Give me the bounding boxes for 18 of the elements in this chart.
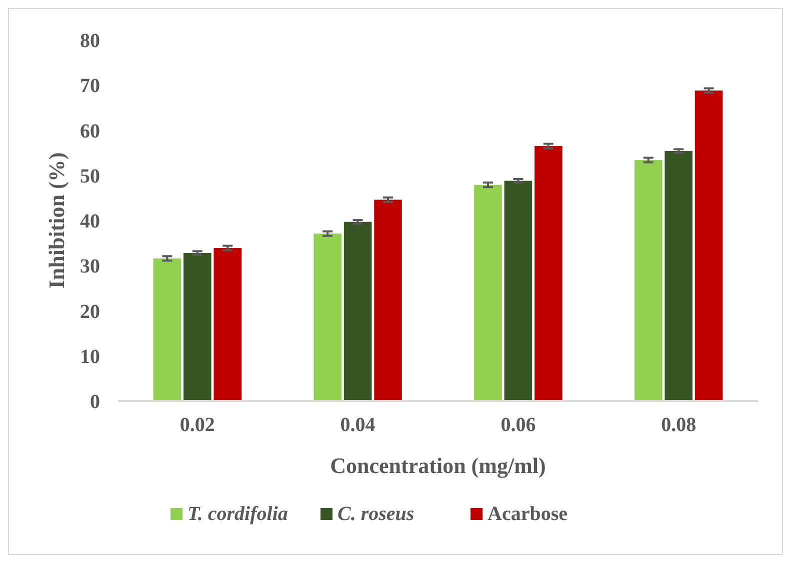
- y-tick-label: 20: [80, 300, 100, 323]
- legend-label: T. cordifolia: [188, 503, 288, 525]
- legend-label: C. roseus: [338, 503, 414, 525]
- y-tick-label: 10: [80, 346, 100, 368]
- y-tick-label: 50: [80, 165, 100, 188]
- y-tick-label: 40: [80, 210, 100, 232]
- y-tick-label: 0: [90, 391, 100, 413]
- legend-label: Acarbose: [488, 503, 568, 525]
- x-tick-label: 0.02: [180, 414, 215, 436]
- x-tick-label: 0.06: [500, 414, 536, 436]
- x-tick-label: 0.08: [661, 414, 696, 436]
- y-tick-label: 80: [80, 30, 100, 52]
- y-tick-label: 30: [80, 256, 100, 278]
- x-axis-title: Concentration (mg/ml): [330, 453, 546, 478]
- y-tick-label: 70: [80, 75, 100, 98]
- y-axis-title: Inhibition (%): [44, 152, 69, 289]
- x-tick-label: 0.04: [340, 414, 376, 436]
- y-tick-label: 60: [80, 120, 100, 142]
